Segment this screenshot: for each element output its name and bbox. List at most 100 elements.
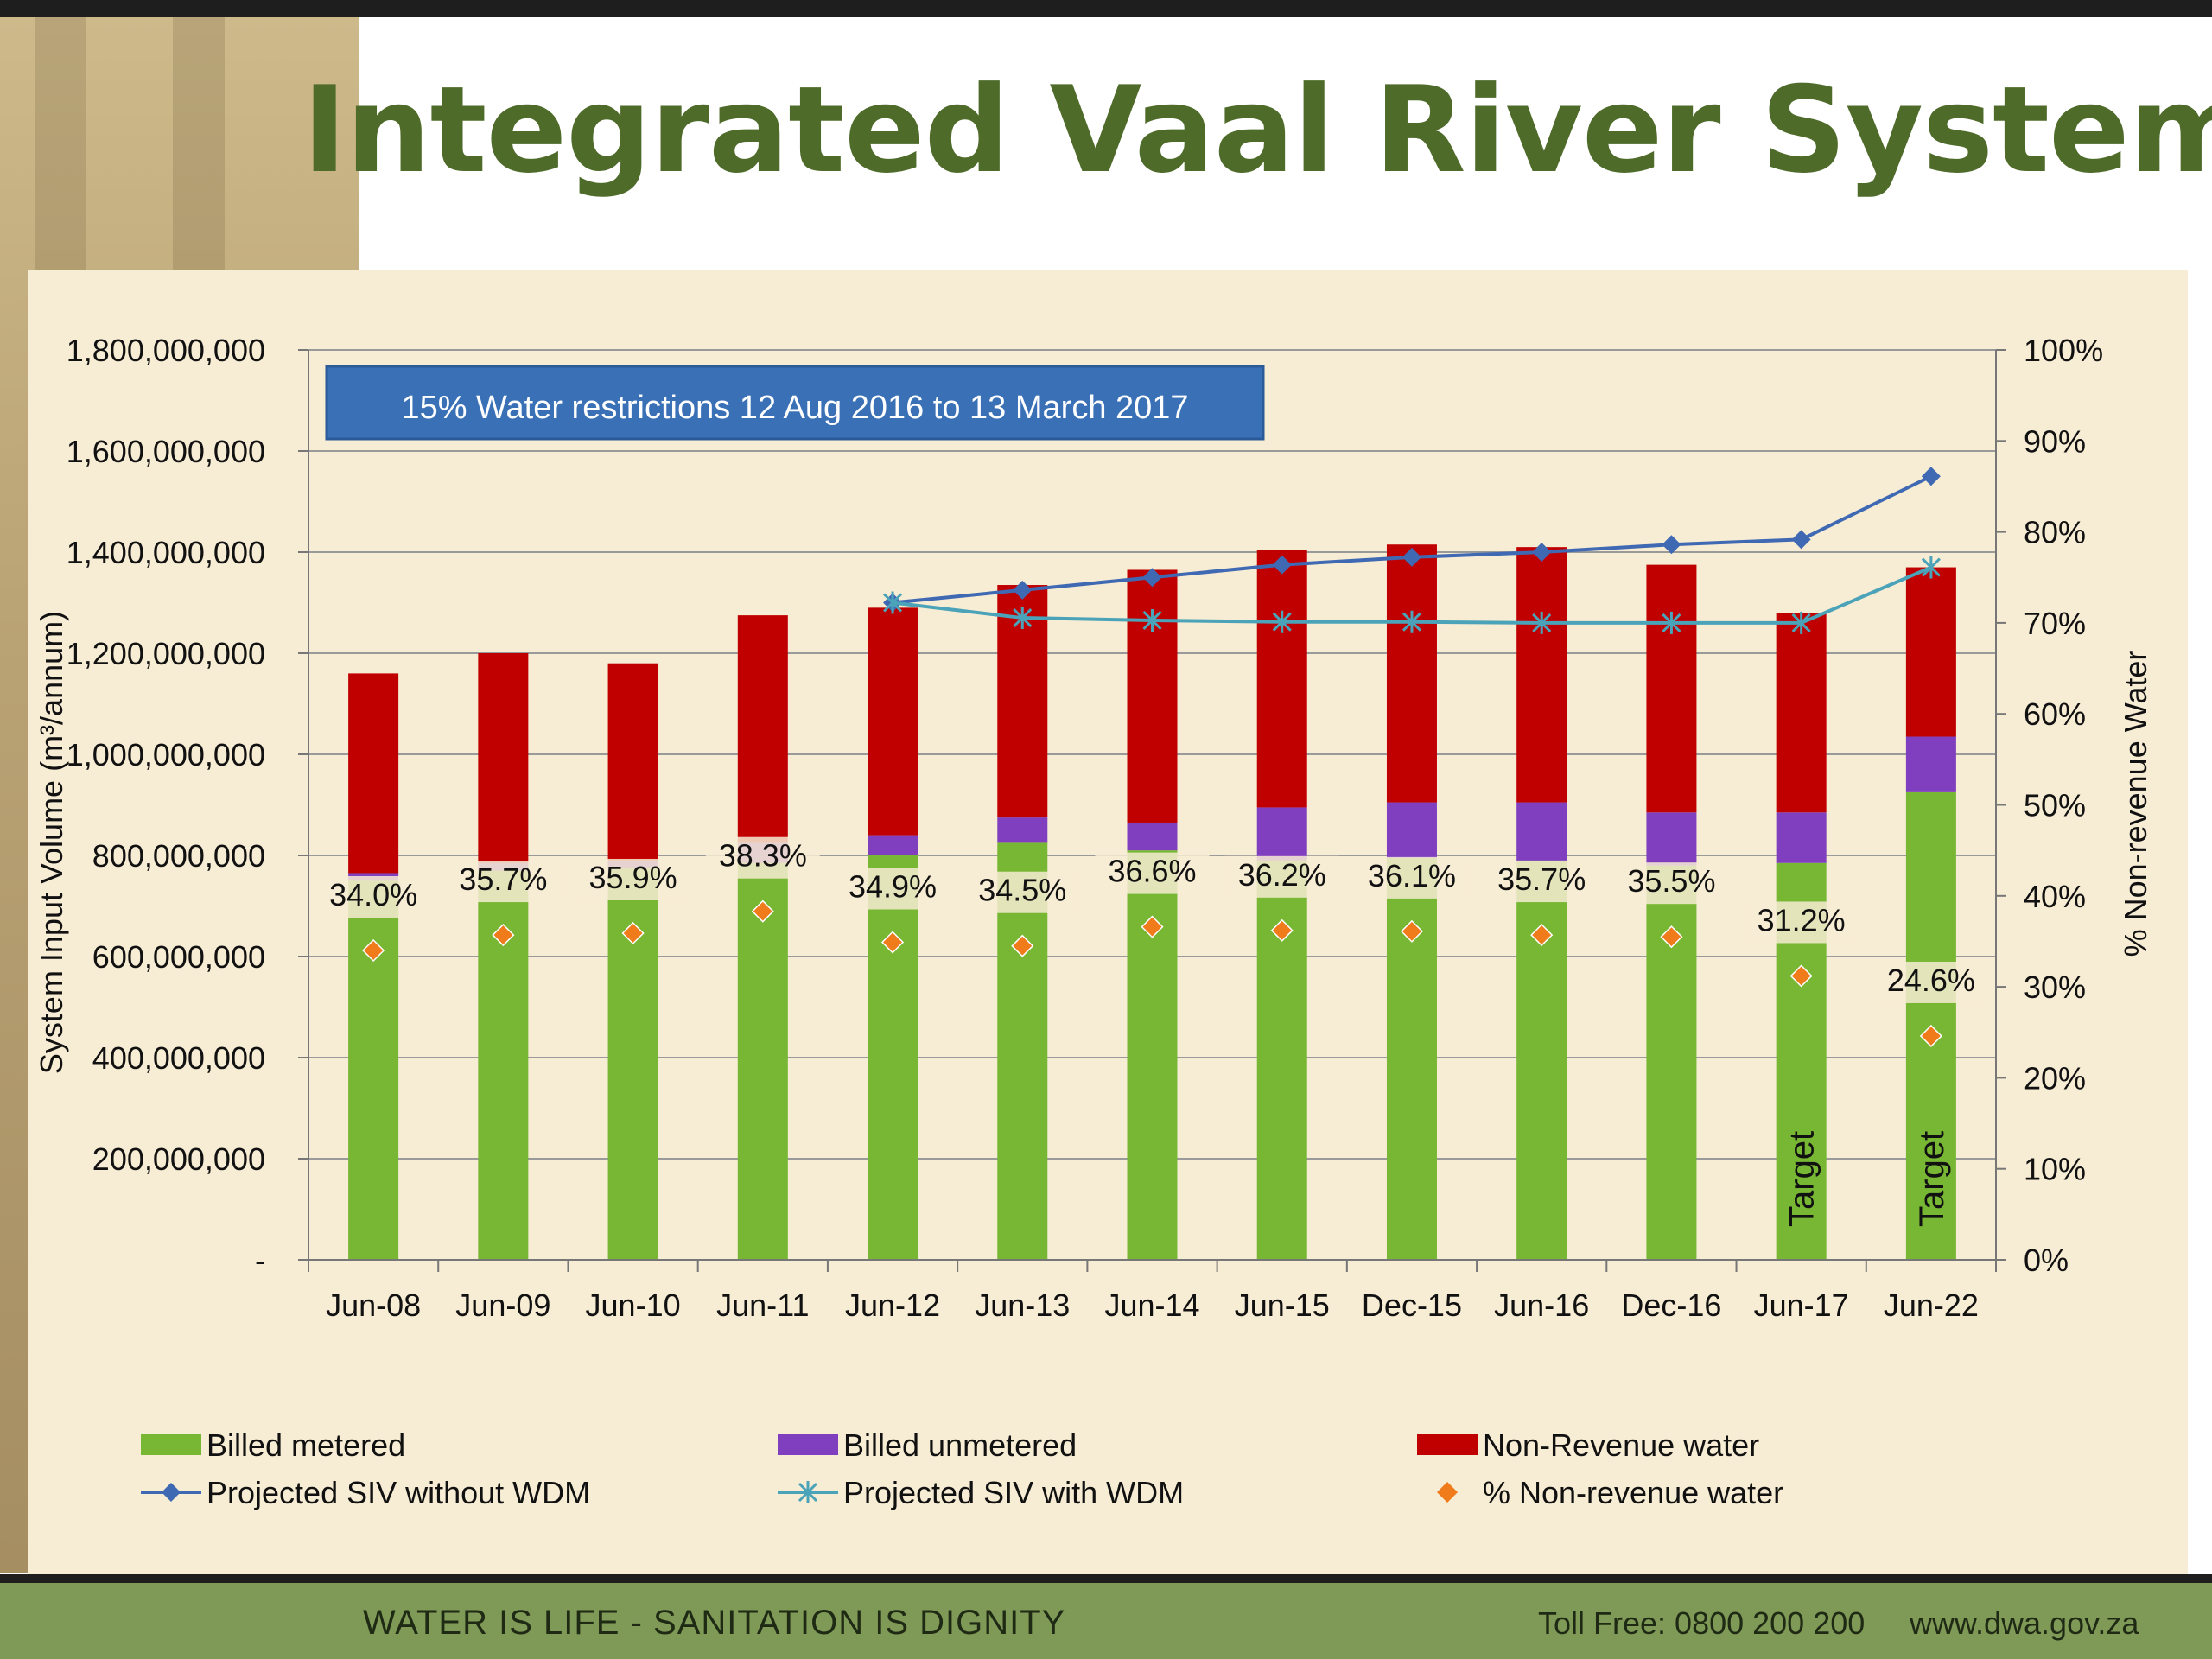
bar-non-revenue-water — [868, 607, 918, 836]
bar-billed-unmetered — [1646, 812, 1697, 866]
nrw-point — [1141, 915, 1164, 938]
x-tick-label: Jun-10 — [586, 1287, 681, 1323]
x-tick-label: Dec-16 — [1621, 1287, 1721, 1323]
line-marker-star — [1142, 608, 1162, 632]
bar-billed-metered — [348, 880, 399, 1260]
nrw-data-label: 34.5% — [978, 873, 1066, 908]
y-tick-label: 1,000,000,000 — [67, 737, 265, 772]
y2-tick-label: 90% — [2024, 423, 2086, 459]
y-tick-label: 1,400,000,000 — [67, 535, 265, 570]
footer-slogan: WATER IS LIFE - SANITATION IS DIGNITY — [363, 1604, 1066, 1642]
axes: - 200,000,000 400,000,000 600,000,000 800,00… — [67, 333, 2103, 1323]
annotations: 15% Water restrictions 12 Aug 2016 to 13… — [325, 365, 1265, 441]
nrw-data-label: 35.5% — [1627, 863, 1715, 899]
nrw-data-label: 34.9% — [849, 869, 937, 905]
bar-non-revenue-water — [1516, 547, 1567, 803]
line-marker-star — [1532, 611, 1552, 634]
nrw-label-bg — [836, 868, 950, 910]
bars: Target Target — [348, 544, 1956, 1260]
nrw-label-bg — [1354, 856, 1469, 899]
bar-non-revenue-water — [1646, 564, 1697, 813]
y2-tick-label: 0% — [2024, 1243, 2069, 1278]
y2-tick-label: 80% — [2024, 515, 2086, 550]
nrw-point — [1400, 919, 1424, 943]
bar-non-revenue-water — [348, 673, 399, 874]
y-tick-label: 200,000,000 — [92, 1141, 265, 1177]
legend-label: Projected SIV without WDM — [207, 1475, 590, 1510]
nrw-label-bg — [965, 871, 1080, 913]
nrw-point — [362, 938, 385, 963]
nrw-point — [492, 924, 515, 947]
line-marker-star — [1791, 611, 1811, 634]
x-tick-label: Jun-17 — [1754, 1287, 1849, 1323]
nrw-data-label: 24.6% — [1887, 963, 1975, 998]
top-bar — [0, 0, 2212, 17]
nrw-point — [1011, 934, 1034, 957]
legend-swatch — [1417, 1434, 1478, 1455]
line-marker-diamond — [1791, 530, 1811, 550]
x-tick-label: Jun-16 — [1494, 1287, 1589, 1323]
bar-billed-metered — [1516, 860, 1567, 1260]
x-tick-label: Jun-13 — [975, 1287, 1070, 1323]
nrw-data-label: 36.2% — [1238, 857, 1326, 893]
bar-non-revenue-water — [1386, 544, 1437, 803]
line-marker-diamond — [1662, 535, 1681, 555]
y-tick-label: 1,800,000,000 — [67, 333, 265, 368]
nrw-point — [880, 931, 905, 954]
y-tick-label: 1,200,000,000 — [67, 636, 265, 671]
bar-non-revenue-water — [1127, 569, 1178, 823]
y2-tick-label: 70% — [2024, 606, 2086, 641]
line-marker-diamond — [1013, 580, 1033, 600]
nrw-data-label: 35.9% — [589, 860, 677, 895]
nrw-point — [751, 899, 774, 923]
y-tick-label: 400,000,000 — [92, 1040, 265, 1076]
y2-axis-label: % Non-revenue Water — [2118, 651, 2153, 957]
nrw-label-bg — [1095, 852, 1210, 894]
bar-non-revenue-water — [1776, 613, 1827, 813]
nrw-data-label: 36.1% — [1368, 858, 1456, 893]
nrw-label-bg — [316, 875, 431, 918]
x-tick-label: Jun-09 — [455, 1287, 550, 1323]
target-label: Target — [1913, 1131, 1951, 1227]
footer-website[interactable]: www.dwa.gov.za — [1910, 1605, 2139, 1641]
legend-swatch — [141, 1434, 201, 1455]
bar-non-revenue-water — [478, 653, 529, 863]
nrw-label-bg — [575, 858, 690, 900]
bar-billed-metered — [1127, 850, 1178, 1260]
line-marker-diamond — [1532, 543, 1552, 562]
bar-billed-unmetered — [1776, 812, 1827, 863]
x-tick-label: Jun-14 — [1104, 1287, 1199, 1323]
line-marker-star — [1402, 610, 1422, 633]
legend-label: Billed metered — [207, 1427, 405, 1463]
legend-marker — [162, 1483, 181, 1502]
annotation-box — [325, 365, 1265, 441]
line-marker-star — [1662, 611, 1681, 634]
projection-lines — [882, 467, 1941, 634]
legend-label: % Non-revenue water — [1483, 1475, 1783, 1510]
nrw-data-label: 35.7% — [1497, 861, 1586, 897]
line-marker-star — [1921, 556, 1941, 579]
slide-title: Integrated Vaal River System — [302, 60, 2212, 200]
bar-billed-unmetered — [997, 817, 1048, 843]
nrw-point — [1919, 1024, 1942, 1048]
y-tick-label: 1,600,000,000 — [67, 434, 265, 469]
y2-tick-label: 50% — [2024, 788, 2086, 823]
y2-tick-label: 100% — [2024, 333, 2103, 368]
nrw-points: 34.0% 35.7% 35.9% 38.3% 34.9% 34.5% 36.6% 36.2%… — [316, 836, 1988, 1048]
nrw-point — [1270, 918, 1294, 942]
x-tick-label: Dec-15 — [1362, 1287, 1462, 1323]
bar-non-revenue-water — [1256, 550, 1307, 808]
bar-billed-metered — [868, 855, 918, 1260]
bar-billed-unmetered — [1256, 807, 1307, 861]
x-tick-label: Jun-08 — [326, 1287, 421, 1323]
bar-non-revenue-water — [607, 663, 658, 861]
nrw-label-bg — [1614, 862, 1729, 905]
footer: WATER IS LIFE - SANITATION IS DIGNITY To… — [0, 1574, 2212, 1659]
x-tick-label: Jun-22 — [1884, 1287, 1979, 1323]
nrw-data-label: 38.3% — [719, 838, 807, 874]
nrw-point — [1789, 964, 1813, 988]
bar-billed-metered — [1386, 857, 1437, 1260]
y-tick-label: 800,000,000 — [92, 838, 265, 874]
footer-tollfree: Toll Free: 0800 200 200 — [1538, 1605, 1866, 1641]
